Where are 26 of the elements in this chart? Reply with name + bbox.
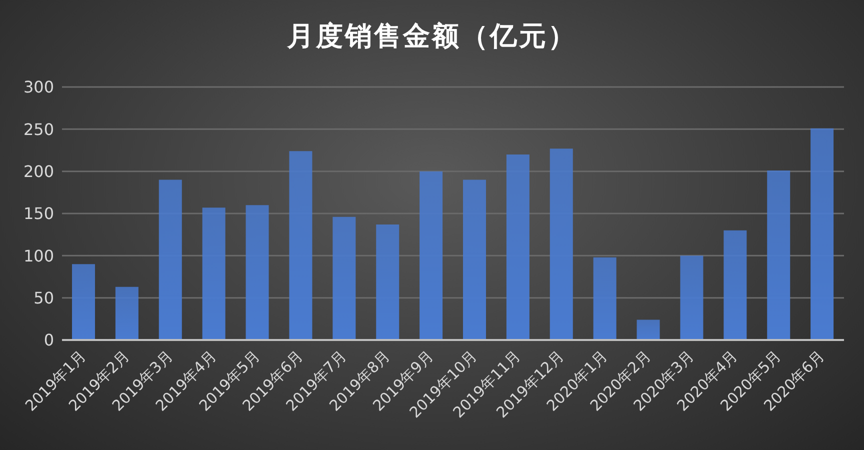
y-tick-label: 200	[23, 162, 54, 182]
bar	[332, 216, 356, 340]
bar	[767, 170, 790, 340]
bar	[724, 230, 747, 340]
chart-title: 月度销售金额（亿元）	[286, 20, 578, 54]
bar	[420, 171, 443, 340]
y-tick-label: 0	[44, 330, 54, 350]
bar	[115, 286, 138, 340]
bar	[202, 208, 226, 340]
bar	[289, 151, 312, 340]
bar	[72, 264, 95, 340]
y-tick-label: 100	[23, 246, 54, 266]
bar	[158, 180, 182, 340]
bar	[680, 256, 704, 340]
y-tick-label: 250	[23, 120, 54, 139]
y-tick-label: 50	[34, 288, 54, 308]
bar	[463, 180, 486, 340]
bar	[810, 128, 834, 340]
bar	[593, 257, 616, 340]
bar	[550, 148, 573, 340]
bar	[376, 224, 400, 340]
bar	[506, 154, 530, 340]
bar	[636, 320, 660, 340]
bar	[246, 205, 269, 340]
y-tick-label: 150	[23, 204, 54, 224]
y-tick-label: 300	[23, 78, 54, 97]
